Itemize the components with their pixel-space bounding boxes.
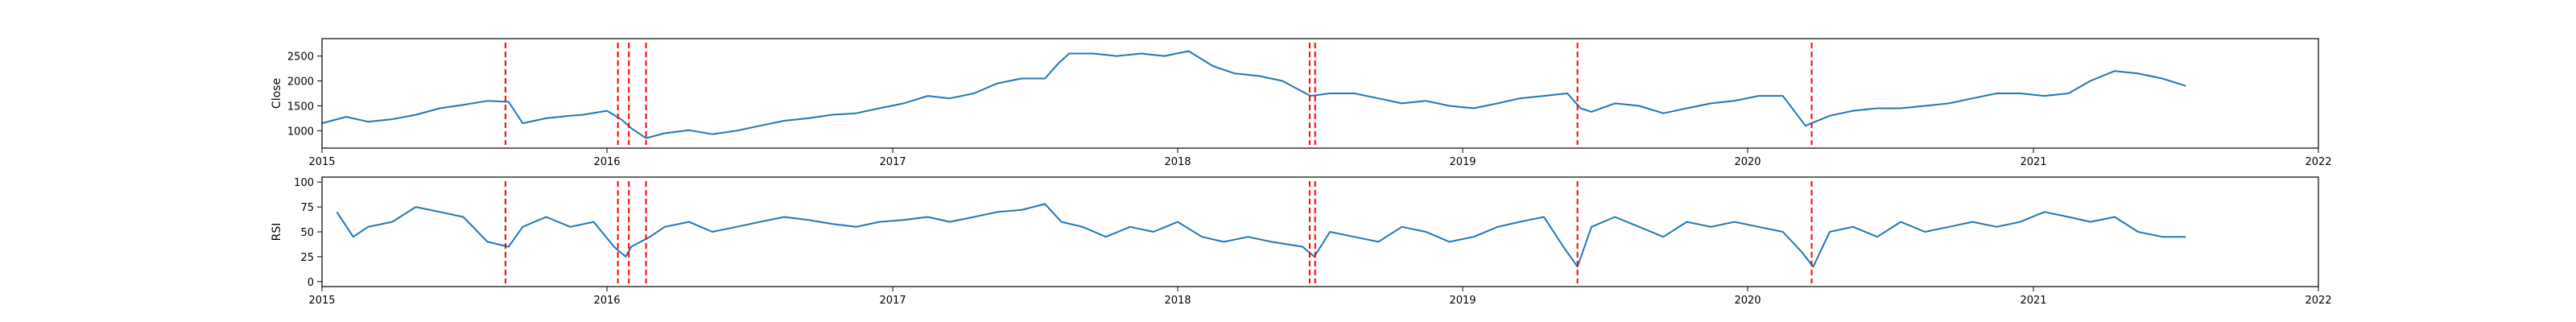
axes-frame [321, 176, 2319, 287]
x-tick-label-2021: 2021 [2020, 156, 2046, 168]
x-tick-label-2015: 2015 [308, 156, 335, 168]
y-tick-label-0: 0 [308, 277, 314, 289]
x-tick-label-2017: 2017 [879, 156, 906, 168]
y-tick-label-1500: 1500 [287, 101, 314, 113]
rsi-panel: 2015 2016 2017 2018 2019 2020 2021 2022 0 25 50 75 1… [270, 176, 2332, 307]
close-price-panel: 2015 2016 2017 2018 2019 2020 2021 2022 1000 1500… [270, 38, 2332, 168]
y-tick-label-2000: 2000 [287, 76, 314, 89]
y-tick-label-1000: 1000 [287, 126, 314, 138]
x-tick-label-2019: 2019 [1449, 156, 1476, 168]
y-tick-label-75: 75 [300, 202, 314, 214]
x-tick-label-2020: 2020 [1734, 156, 1761, 168]
x-tick-label-2018: 2018 [1164, 295, 1191, 307]
y-tick-label-100: 100 [294, 177, 314, 189]
series-line [321, 50, 2186, 139]
y-axis-label: RSI [270, 223, 283, 242]
x-tick-label-2016: 2016 [593, 156, 620, 168]
series-line [336, 203, 2186, 268]
x-tick-label-2019: 2019 [1449, 295, 1476, 307]
x-tick-label-2015: 2015 [308, 295, 335, 307]
x-tick-label-2018: 2018 [1164, 156, 1191, 168]
x-tick-label-2016: 2016 [593, 295, 620, 307]
y-tick-label-25: 25 [300, 252, 314, 264]
y-tick-label-2500: 2500 [287, 52, 314, 64]
axes-frame [321, 38, 2319, 149]
y-axis-label: Close [270, 78, 283, 109]
y-tick-label-50: 50 [300, 227, 314, 239]
x-tick-label-2022: 2022 [2305, 156, 2331, 168]
x-tick-label-2017: 2017 [879, 295, 906, 307]
x-tick-label-2021: 2021 [2020, 295, 2046, 307]
x-tick-label-2020: 2020 [1734, 295, 1761, 307]
x-tick-label-2022: 2022 [2305, 295, 2331, 307]
